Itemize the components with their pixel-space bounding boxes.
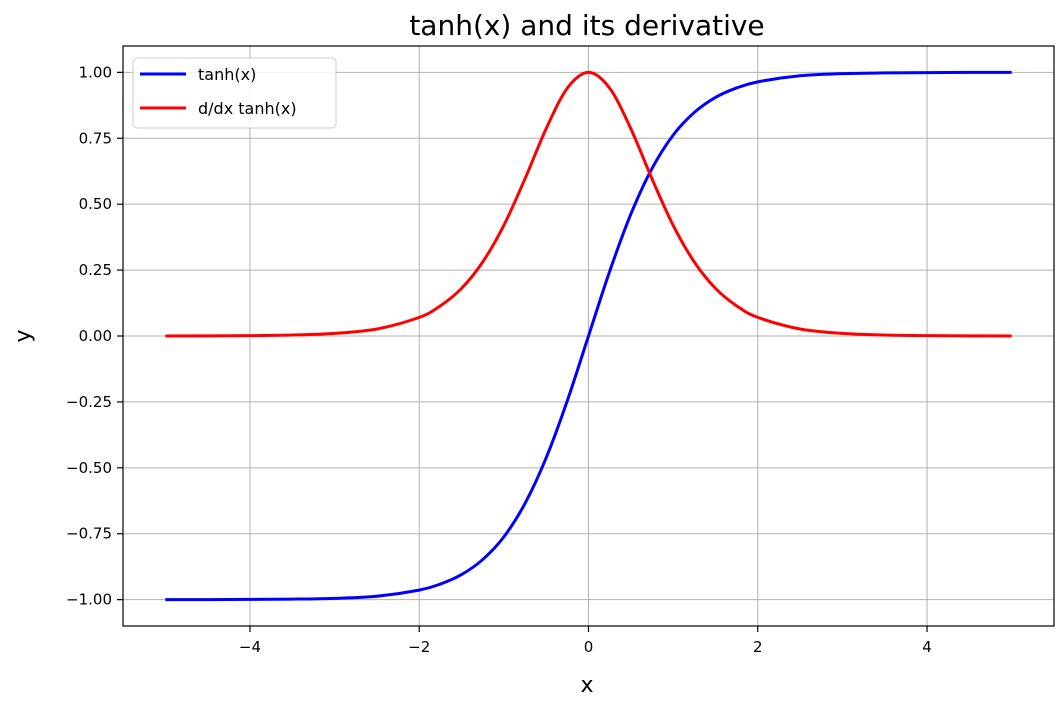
y-tick-label: −0.50 — [66, 459, 112, 477]
x-axis-label: x — [580, 673, 593, 698]
y-tick-label: 1.00 — [79, 63, 112, 81]
x-tick-label: 2 — [753, 638, 763, 656]
tanh-series-line — [165, 70, 1012, 602]
x-tick-label: −4 — [239, 638, 261, 656]
chart-title: tanh(x) and its derivative — [409, 9, 764, 42]
legend: tanh(x) d/dx tanh(x) — [132, 57, 337, 129]
y-tick-label: −0.25 — [66, 393, 112, 411]
axis-ticks: −4 −2 0 2 4 −1.00 −0.75 −0.50 −0.25 0.00 0.25 0.50 0… — [66, 63, 932, 656]
legend-label-tanh: tanh(x) — [198, 65, 256, 84]
x-tick-label: 4 — [922, 638, 932, 656]
legend-label-derivative: d/dx tanh(x) — [198, 99, 297, 118]
x-tick-label: −2 — [408, 638, 430, 656]
y-axis-label: y — [11, 329, 36, 342]
y-tick-label: −0.75 — [66, 525, 112, 543]
y-tick-label: 0.75 — [79, 129, 112, 147]
y-tick-label: 0.25 — [79, 261, 112, 279]
y-tick-label: 0.00 — [79, 327, 112, 345]
x-tick-label: 0 — [584, 638, 594, 656]
derivative-series-line — [165, 70, 1012, 338]
series-lines — [165, 70, 1012, 602]
y-tick-label: −1.00 — [66, 591, 112, 609]
y-tick-label: 0.50 — [79, 195, 112, 213]
